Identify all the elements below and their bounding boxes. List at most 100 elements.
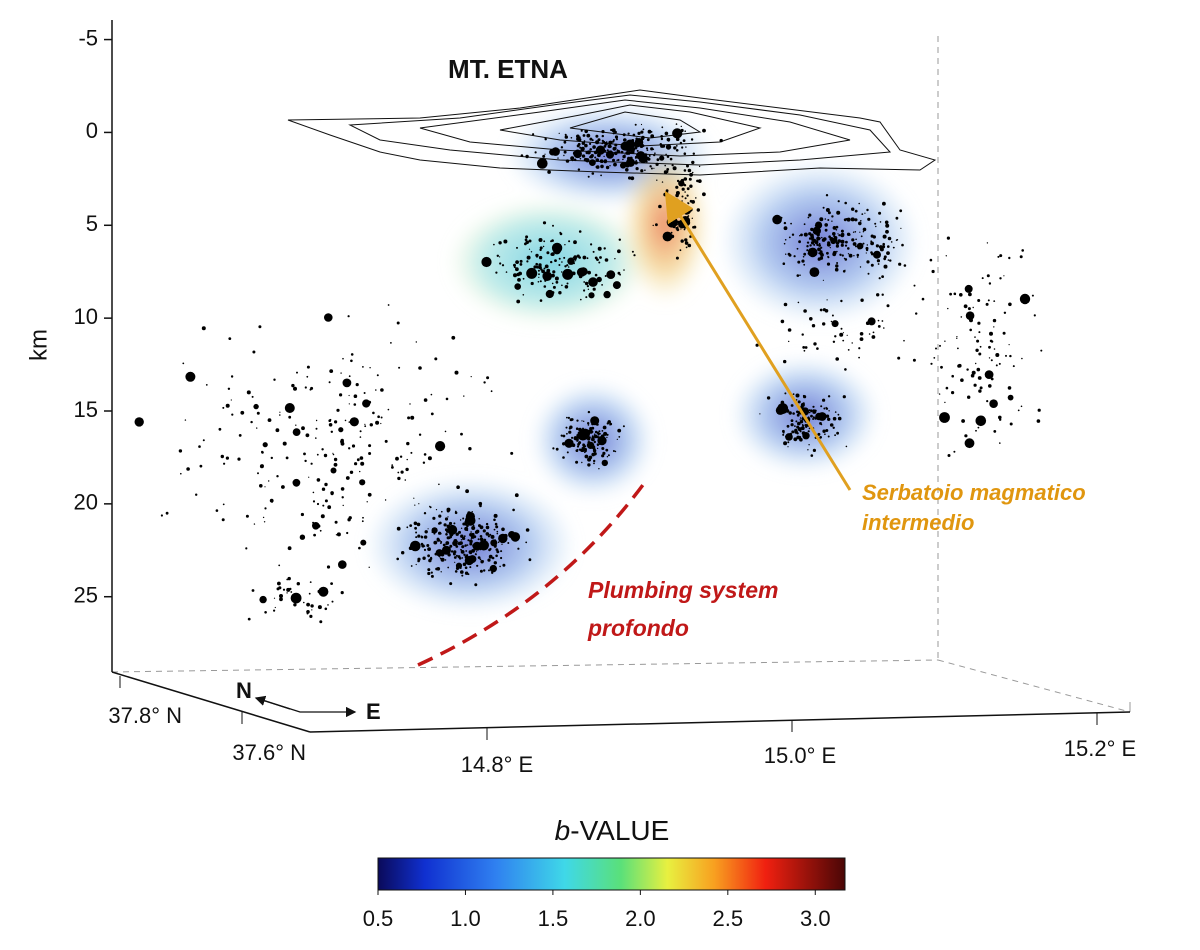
earthquake — [261, 450, 264, 453]
depth-tick-label: 10 — [74, 304, 98, 329]
earthquake — [464, 571, 469, 575]
earthquake — [1031, 294, 1034, 297]
earthquake — [475, 529, 480, 534]
earthquake — [959, 293, 963, 297]
earthquake — [801, 333, 804, 336]
earthquake — [472, 524, 475, 527]
earthquake — [552, 270, 556, 274]
earthquake — [858, 221, 862, 226]
earthquake — [330, 491, 334, 495]
earthquake — [684, 197, 687, 200]
earthquake — [573, 158, 577, 162]
earthquake — [593, 440, 596, 444]
earthquake — [442, 543, 446, 547]
earthquake — [313, 533, 316, 537]
earthquake — [628, 161, 631, 164]
earthquake — [276, 475, 279, 478]
earthquake — [562, 268, 574, 280]
earthquake — [865, 321, 870, 326]
earthquake — [611, 155, 613, 157]
earthquake — [832, 416, 837, 421]
earthquake — [330, 582, 333, 585]
earthquake — [450, 550, 454, 553]
earthquake — [408, 546, 413, 550]
earthquake — [306, 612, 309, 615]
earthquake — [581, 420, 583, 422]
earthquake — [477, 556, 481, 559]
earthquake — [976, 367, 981, 372]
earthquake — [494, 522, 498, 526]
earthquake — [367, 492, 372, 497]
earthquake — [500, 550, 503, 553]
earthquake — [400, 470, 404, 474]
earthquake — [275, 428, 280, 433]
earthquake — [820, 418, 823, 420]
earthquake — [418, 366, 422, 370]
earthquake — [476, 564, 479, 567]
earthquake — [376, 374, 379, 377]
earthquake — [647, 129, 652, 134]
earthquake — [566, 451, 569, 454]
earthquake — [808, 409, 811, 412]
earthquake — [564, 438, 574, 448]
earthquake — [969, 328, 972, 332]
earthquake — [800, 233, 803, 237]
earthquake — [501, 264, 505, 267]
earthquake — [445, 397, 449, 401]
earthquake — [800, 426, 805, 431]
earthquake — [615, 138, 619, 141]
earthquake — [618, 238, 621, 241]
earthquake — [606, 141, 608, 143]
earthquake — [562, 434, 566, 438]
earthquake — [582, 134, 586, 137]
earthquake — [1002, 331, 1006, 335]
earthquake — [616, 438, 618, 440]
earthquake — [304, 459, 307, 463]
earthquake — [668, 140, 670, 142]
earthquake — [310, 462, 313, 465]
earthquake — [957, 364, 961, 368]
earthquake — [490, 390, 493, 393]
earthquake — [467, 557, 469, 560]
earthquake — [573, 262, 575, 265]
earthquake — [587, 410, 591, 414]
earthquake — [653, 154, 656, 157]
earthquake — [813, 342, 817, 346]
earthquake — [783, 226, 788, 231]
earthquake — [870, 263, 874, 267]
earthquake — [517, 278, 521, 282]
earthquake — [833, 235, 836, 238]
earthquake — [323, 453, 328, 458]
earthquake — [836, 250, 838, 253]
earthquake — [324, 499, 328, 503]
earthquake — [274, 606, 276, 609]
earthquake — [803, 349, 806, 352]
earthquake — [842, 332, 845, 334]
earthquake — [825, 406, 827, 409]
earthquake — [1009, 354, 1012, 358]
earthquake — [513, 263, 516, 267]
earthquake — [292, 428, 301, 436]
cloud — [453, 202, 643, 322]
earthquake — [591, 172, 595, 175]
earthquake — [554, 259, 557, 262]
earthquake — [881, 320, 884, 322]
earthquake — [702, 192, 706, 197]
earthquake — [819, 422, 822, 425]
earthquake — [597, 153, 601, 158]
earthquake — [539, 299, 543, 302]
earthquake — [755, 343, 759, 347]
earthquake — [348, 421, 351, 423]
earthquake — [418, 433, 422, 436]
earthquake — [821, 236, 823, 239]
earthquake — [561, 261, 563, 263]
earthquake — [972, 306, 974, 309]
earthquake — [851, 342, 853, 344]
earthquake — [676, 223, 678, 226]
earthquake — [834, 267, 839, 272]
earthquake — [832, 226, 837, 230]
earthquake — [279, 411, 281, 413]
earthquake — [318, 586, 329, 597]
earthquake — [316, 478, 321, 482]
earthquake — [676, 179, 680, 183]
